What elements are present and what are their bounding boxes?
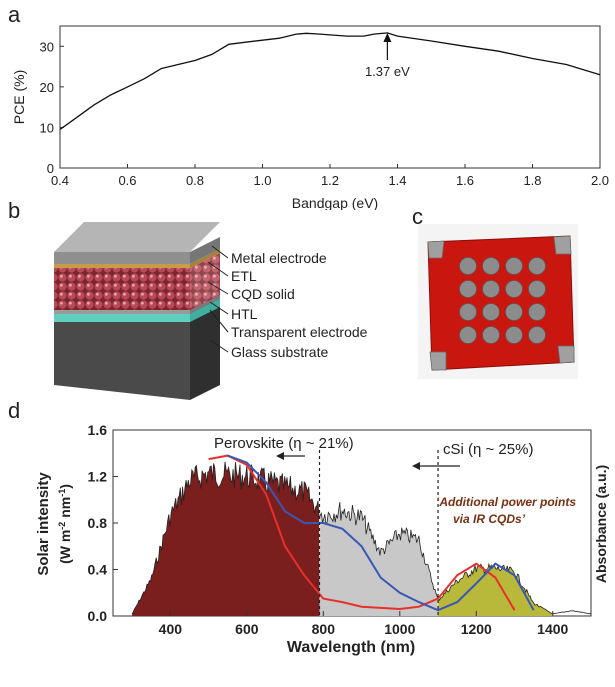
device-pixel: [482, 303, 500, 321]
y-tick-label: 0: [47, 161, 54, 176]
annotation-label: 1.37 eV: [365, 64, 410, 79]
device-photo: [418, 224, 578, 379]
label-perovskite: Perovskite (η ~ 21%): [214, 435, 354, 452]
layer-label-metal-electrode: Metal electrode: [231, 250, 327, 266]
label-ir-line2: via IR CQDs’: [453, 512, 526, 526]
x-tick-label: 0.4: [51, 173, 69, 188]
glass-substrate-side: [190, 305, 220, 400]
device-pixel: [528, 303, 546, 321]
y-tick-label: 0.4: [88, 562, 108, 578]
x-tick-label: 1.4: [388, 173, 406, 188]
x-tick-label: 1.2: [321, 173, 339, 188]
y-tick-label: 1.2: [88, 469, 108, 485]
device-pixel: [528, 326, 546, 344]
device-stack-diagram: Metal electrode ETL CQD solid HTL Transp…: [54, 222, 368, 400]
chart-d-yrlabel: Absorbance (a.u.): [593, 465, 609, 583]
y-tick-label: 0.0: [88, 608, 108, 624]
layer-label-glass-substrate: Glass substrate: [231, 344, 328, 360]
device-pixel: [528, 257, 546, 275]
chart-d-xlabel: Wavelength (nm): [287, 639, 415, 656]
etl-front: [54, 264, 190, 268]
x-tick-label: 1.6: [456, 173, 474, 188]
y-tick-label: 30: [40, 39, 54, 54]
device-red-substrate: [428, 236, 574, 370]
chart-a-series-line: [59, 32, 601, 131]
metal-electrode-top: [54, 222, 220, 252]
device-pixel: [505, 303, 523, 321]
x-tick-label: 1000: [384, 621, 415, 637]
glass-substrate-front: [54, 320, 190, 400]
chart-d-ylabel: Solar intensity: [35, 472, 52, 576]
device-pixel: [505, 280, 523, 298]
chart-d-series-blue: [227, 454, 535, 612]
y-tick-label: 0.8: [88, 515, 108, 531]
device-pixel-grid: [459, 257, 546, 344]
label-csi: cSi (η ~ 25%): [443, 441, 533, 458]
transparent-electrode-front: [54, 313, 190, 322]
x-tick-label: 0.8: [186, 173, 204, 188]
device-pixel: [459, 326, 477, 344]
chart-a-ticks: 0.4 0.6 0.8 1.0 1.2 1.4 1.6 1.8 2.0 0 10 20 30: [40, 39, 610, 188]
label-ir-line1: ‘Additional power points: [436, 495, 576, 509]
device-pixel: [505, 257, 523, 275]
metal-electrode-side: [190, 237, 220, 264]
layer-label-cqd-solid: CQD solid: [231, 286, 295, 302]
metal-electrode-front: [54, 252, 190, 264]
chart-d-spectrum-fills: [132, 461, 553, 616]
x-tick-label: 600: [235, 621, 259, 637]
chart-a-frame: [59, 25, 601, 169]
y-tick-label: 20: [40, 80, 54, 95]
device-pixel: [459, 257, 477, 275]
chart-a-xlabel: Bandgap (eV): [292, 195, 378, 210]
chart-d-solar-spectrum: 400 600 800 1000 1200 1400 0.0 0.4 0.8 1.2 1.6 Per…: [35, 422, 609, 656]
x-tick-label: 400: [159, 621, 183, 637]
device-pixel: [528, 280, 546, 298]
layer-leader-lines: [207, 245, 229, 353]
layer-label-htl: HTL: [231, 306, 258, 322]
panel-label-c: c: [412, 204, 423, 229]
chart-d-ylabel-units: (W m-2 nm-1): [57, 484, 73, 564]
device-pixel: [482, 257, 500, 275]
layer-label-etl: ETL: [231, 268, 257, 284]
x-tick-label: 2.0: [591, 173, 609, 188]
layer-labels: Metal electrode ETL CQD solid HTL Transp…: [231, 250, 368, 360]
chart-d-arrows: [276, 452, 460, 470]
x-tick-label: 1400: [537, 621, 568, 637]
device-pixel: [459, 280, 477, 298]
chart-d-dashed-lines: [318, 450, 439, 616]
htl-front: [54, 309, 190, 314]
x-tick-label: 1200: [461, 621, 492, 637]
layer-label-transparent-electrode: Transparent electrode: [231, 324, 368, 340]
cqd-solid-side: [190, 253, 220, 310]
panel-label-b: b: [8, 198, 21, 223]
spectrum-region-fill: [319, 502, 438, 616]
device-pixel: [459, 303, 477, 321]
chart-a-ylabel: PCE (%): [11, 70, 27, 124]
htl-side: [190, 294, 220, 314]
x-tick-label: 1.8: [523, 173, 541, 188]
annotation-arrow-head: [383, 33, 392, 42]
chart-a-annotation: 1.37 eV: [365, 33, 410, 79]
y-tick-label: 1.6: [88, 422, 108, 438]
x-tick-label: 1.0: [253, 173, 271, 188]
chart-d-ticks: 400 600 800 1000 1200 1400 0.0 0.4 0.8 1.2 1.6: [88, 422, 569, 637]
spectrum-region-fill: [132, 461, 320, 616]
chart-a-pce-vs-bandgap: 0.4 0.6 0.8 1.0 1.2 1.4 1.6 1.8 2.0 0 10 20 30 1.37 …: [11, 25, 610, 210]
etl-side: [190, 249, 220, 268]
panel-label-a: a: [8, 2, 21, 27]
x-tick-label: 0.6: [118, 173, 136, 188]
device-pixel: [482, 280, 500, 298]
cqd-solid-front: [54, 268, 190, 310]
device-pixel: [505, 326, 523, 344]
panel-label-d: d: [8, 398, 21, 423]
device-corner-contacts: [427, 235, 575, 371]
chart-d-series-red: [208, 454, 516, 611]
y-tick-label: 10: [40, 120, 54, 135]
x-tick-label: 800: [312, 621, 336, 637]
device-pixel: [482, 326, 500, 344]
spectrum-region-fill: [438, 564, 553, 616]
